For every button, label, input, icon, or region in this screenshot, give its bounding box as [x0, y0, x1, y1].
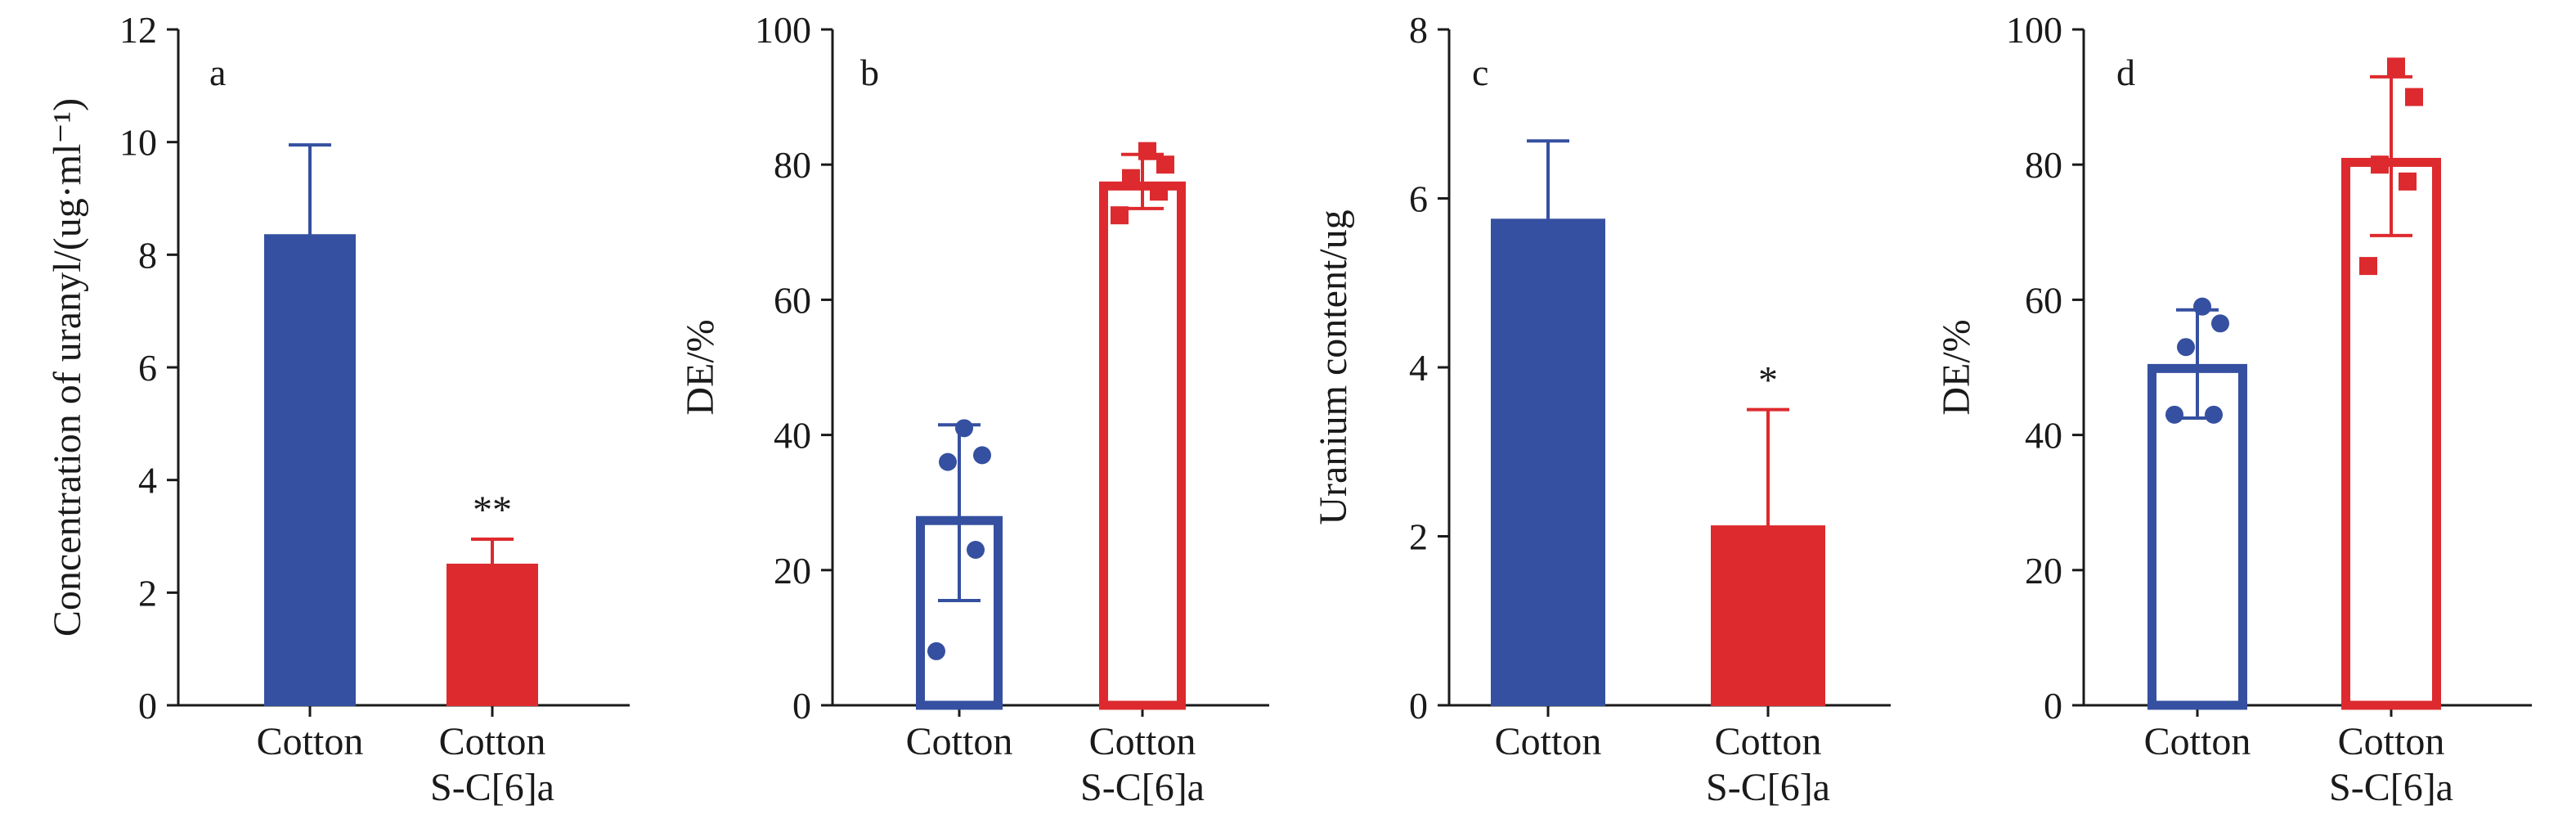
significance-marker: ** [473, 488, 512, 532]
data-point [1111, 206, 1129, 225]
bar [2341, 157, 2441, 710]
data-point [2359, 257, 2377, 276]
data-point [2399, 172, 2417, 191]
x-category-label: Cotton [257, 720, 364, 763]
y-tick-label: 8 [138, 234, 157, 276]
y-tick-label: 0 [138, 685, 157, 727]
data-point [2211, 314, 2229, 333]
y-tick-label: 4 [138, 460, 157, 502]
y-tick-label: 20 [2025, 550, 2062, 592]
x-category-label: Cotton [1495, 720, 1602, 763]
data-point [1156, 155, 1174, 174]
y-tick-label: 20 [774, 550, 811, 592]
data-point [1150, 182, 1168, 201]
y-tick-label: 6 [1409, 178, 1428, 220]
x-category-label: S-C[6]a [430, 766, 554, 809]
panel-label: d [2116, 52, 2135, 93]
y-tick-label: 100 [2006, 9, 2062, 51]
data-point [2387, 57, 2405, 76]
x-category-label: Cotton [439, 720, 546, 763]
y-tick-label: 10 [119, 122, 157, 164]
y-tick-label: 0 [2044, 685, 2062, 727]
y-axis-title: Concentration of uranyl/(ug·ml⁻¹) [46, 98, 89, 637]
bar [2147, 363, 2247, 710]
significance-marker: * [1758, 359, 1778, 403]
x-category-label: Cotton [2144, 720, 2251, 763]
data-point [955, 419, 973, 438]
x-category-label: Cotton [2338, 720, 2445, 763]
data-point [973, 446, 991, 465]
x-category-label: Cotton [906, 720, 1013, 763]
data-point [2193, 297, 2211, 316]
data-point [1138, 142, 1156, 160]
bar [916, 515, 1003, 710]
y-tick-label: 80 [774, 144, 811, 186]
y-tick-label: 8 [1409, 9, 1428, 51]
y-axis-title: Uranium content/ug [1312, 209, 1355, 524]
y-tick-label: 0 [1409, 685, 1428, 727]
x-category-label: S-C[6]a [2329, 766, 2453, 809]
panel-a: a 0 2 4 6 8 10 12 Concentration of uranyl/(ug·ml… [46, 9, 630, 809]
y-tick-label: 12 [119, 9, 157, 51]
data-point [927, 641, 945, 660]
data-point [2405, 88, 2423, 106]
data-point [2371, 155, 2389, 174]
y-tick-label: 4 [1409, 347, 1428, 389]
y-tick-label: 40 [2025, 415, 2062, 457]
y-axis-title: DE/% [1935, 319, 1978, 415]
y-tick-label: 6 [138, 347, 157, 389]
data-point [1122, 169, 1140, 187]
bar [264, 234, 356, 707]
data-point [2165, 405, 2183, 424]
y-tick-label: 100 [755, 9, 811, 51]
y-tick-label: 60 [2025, 279, 2062, 321]
data-point [939, 452, 957, 471]
y-axis-title: DE/% [679, 319, 722, 415]
y-tick-label: 2 [1409, 516, 1428, 558]
y-tick-label: 80 [2025, 144, 2062, 186]
data-point [2177, 338, 2195, 357]
bar [1491, 218, 1605, 706]
x-category-label: Cotton [1089, 720, 1196, 763]
bar [447, 563, 538, 707]
y-tick-label: 40 [774, 415, 811, 457]
x-category-label: S-C[6]a [1706, 766, 1830, 809]
panel-label: a [209, 52, 226, 93]
y-tick-label: 0 [792, 685, 811, 727]
x-category-label: Cotton [1715, 720, 1822, 763]
data-point [2205, 405, 2223, 424]
x-category-label: S-C[6]a [1080, 766, 1205, 809]
panel-label: c [1472, 52, 1488, 93]
y-tick-label: 60 [774, 279, 811, 321]
panel-label: b [860, 52, 879, 93]
y-tick-label: 2 [138, 572, 157, 614]
bar [1099, 181, 1186, 710]
bar [1711, 525, 1825, 706]
data-point [967, 541, 985, 560]
